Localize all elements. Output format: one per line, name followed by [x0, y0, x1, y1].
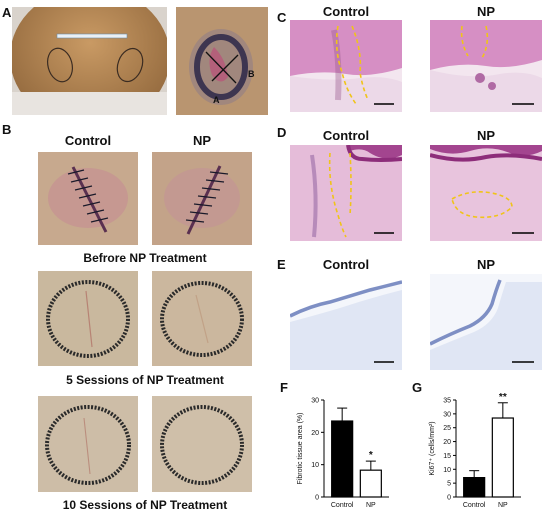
- ki67-chart: 0 5 10 15 20 25 30 35 Ki67⁺ (cells/mm²) Control NP…: [414, 390, 539, 515]
- chart-g-ytick-label: 10: [443, 467, 451, 474]
- panel-b-caption-before: Befrore NP Treatment: [83, 251, 207, 265]
- panel-c-letter: C: [277, 10, 287, 25]
- chart-f-ylabel: Fibrotic tissue area (%): [297, 413, 304, 485]
- panel-a-wound-inset: A B: [176, 7, 268, 115]
- panel-b-5-np: [152, 271, 252, 366]
- chart-f-significance: *: [369, 450, 373, 461]
- chart-g-ytick-label: 30: [443, 411, 451, 418]
- chart-f-xtick-label: Control: [331, 502, 354, 509]
- chart-f-bar-control: [331, 420, 354, 498]
- panel-b-control-header: Control: [64, 133, 112, 148]
- panel-e-control-header: Control: [322, 257, 370, 272]
- chart-f-ytick-label: 10: [311, 462, 319, 469]
- chart-g-ytick-label: 5: [447, 481, 451, 488]
- panel-a-back-photo: [12, 7, 167, 115]
- chart-g-significance: **: [499, 392, 507, 403]
- panel-b-10-np: [152, 396, 252, 492]
- chart-g-ytick-label: 25: [443, 425, 451, 432]
- panel-d-np-histology: [430, 145, 542, 241]
- chart-f-ytick-label: 20: [311, 430, 319, 437]
- panel-f-letter: F: [280, 380, 288, 395]
- chart-g-ytick-label: 15: [443, 453, 451, 460]
- panel-e-np-header: NP: [476, 257, 496, 272]
- panel-d-letter: D: [277, 125, 287, 140]
- panel-b-np-header: NP: [192, 133, 212, 148]
- chart-f-ytick-label: 30: [311, 398, 319, 405]
- panel-e-control-ihc: [290, 274, 402, 370]
- panel-g-letter: G: [412, 380, 423, 395]
- chart-g-ylabel: Ki67⁺ (cells/mm²): [429, 421, 436, 475]
- panel-d-np-header: NP: [476, 128, 496, 143]
- panel-e-letter: E: [277, 257, 286, 272]
- chart-g-ytick-label: 20: [443, 439, 451, 446]
- panel-c-control-header: Control: [322, 4, 370, 19]
- panel-e-np-ihc: [430, 274, 542, 370]
- chart-g-ytick-label: 0: [447, 495, 451, 502]
- panel-a-letter: A: [2, 5, 12, 20]
- fibrotic-area-chart-svg: 0 10 20 30 Fibrotic tissue area (%) Control NP…: [297, 398, 389, 509]
- panel-b-caption-5: 5 Sessions of NP Treatment: [66, 373, 224, 387]
- inset-label-b: B: [248, 69, 255, 79]
- panel-c-np-header: NP: [476, 4, 496, 19]
- panel-d-control-histology: [290, 145, 402, 241]
- chart-g-xtick-label: Control: [463, 502, 486, 509]
- chart-g-bar-np: [491, 417, 514, 498]
- chart-g-bar-control: [463, 476, 486, 498]
- panel-c-np-histology: [430, 20, 542, 112]
- panel-b-caption-10: 10 Sessions of NP Treatment: [62, 498, 228, 512]
- chart-f-bar-np: [359, 469, 382, 498]
- ki67-chart-svg: 0 5 10 15 20 25 30 35 Ki67⁺ (cells/mm²) Control NP…: [429, 392, 521, 509]
- panel-b-before-np: [152, 152, 252, 245]
- panel-d-control-header: Control: [322, 128, 370, 143]
- chart-f-xtick-label: NP: [366, 502, 376, 509]
- panel-b-before-control: [38, 152, 138, 245]
- panel-c-control-histology: [290, 20, 402, 112]
- chart-g-ytick-label: 35: [443, 398, 451, 405]
- panel-b-5-control: [38, 271, 138, 366]
- chart-g-xtick-label: NP: [498, 502, 508, 509]
- fibrotic-area-chart: 0 10 20 30 Fibrotic tissue area (%) Control NP…: [282, 390, 402, 515]
- panel-b-letter: B: [2, 122, 12, 137]
- panel-b-10-control: [38, 396, 138, 492]
- chart-f-ytick-label: 0: [315, 495, 319, 502]
- inset-label-a: A: [213, 95, 220, 105]
